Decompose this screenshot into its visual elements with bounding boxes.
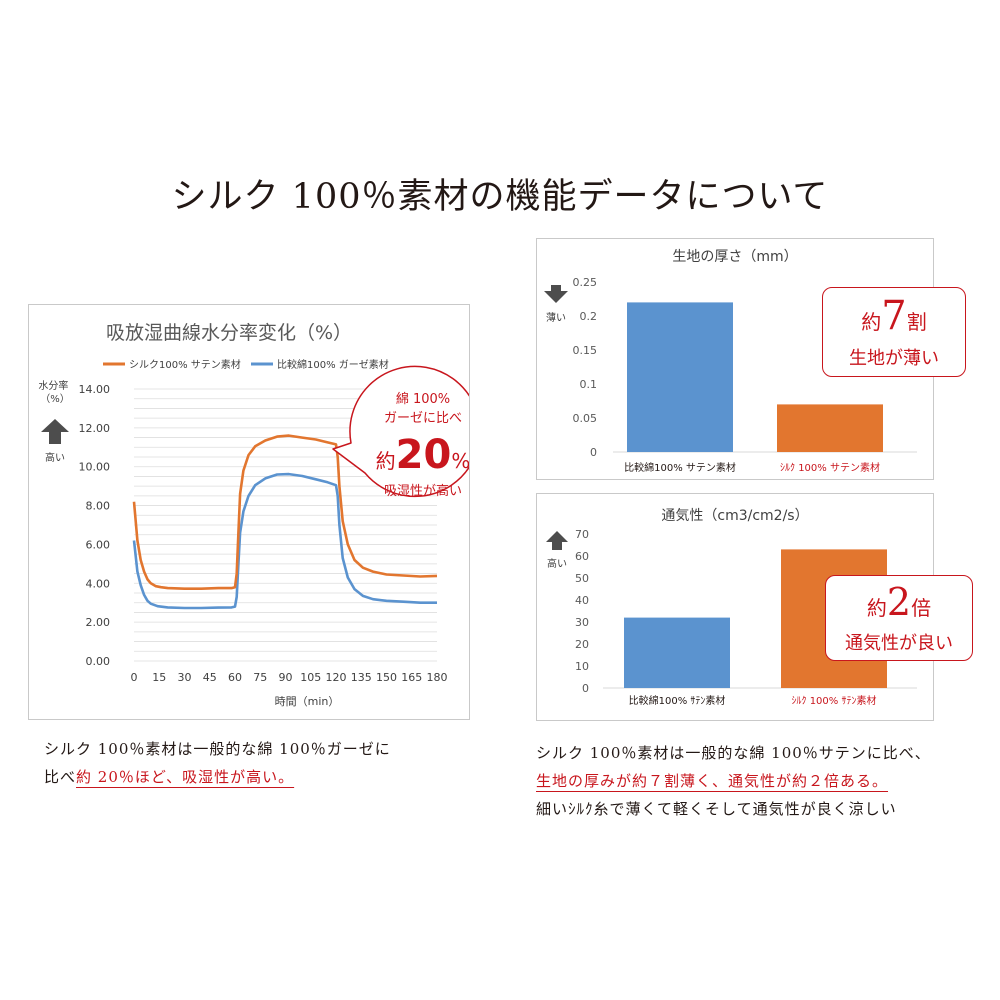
y-tick-label: 0.25: [573, 276, 598, 289]
y-tick-label: 70: [575, 528, 589, 541]
page-title: シルク 100％素材の機能データについて: [171, 177, 829, 217]
callout-prefix: 約: [866, 596, 887, 620]
breathability-callout: 約2倍 通気性が良い: [825, 575, 973, 661]
y-axis-label-line1: 水分率: [38, 379, 68, 392]
x-tick-label: 60: [228, 671, 242, 684]
x-tick-label: 135: [351, 671, 372, 684]
callout-number: 7: [881, 293, 907, 339]
left-caption-plain: 比べ: [44, 768, 77, 786]
legend-label-silk: シルク100% サテン素材: [129, 358, 241, 371]
x-tick-label: 105: [300, 671, 321, 684]
x-tick-label: 150: [376, 671, 397, 684]
thickness-bar-chart: 生地の厚さ（mm） 薄い 0 0.05 0.1 0.15 0.2 0.25 比較綿100%…: [544, 249, 917, 474]
y-tick-labels: 0 10 20 30 40 50 60 70: [575, 528, 589, 695]
legend-label-cotton: 比較綿100% ガーゼ素材: [277, 358, 389, 371]
thickness-callout: 約7割 生地が薄い: [822, 287, 966, 377]
moisture-chart-title: 吸放湿曲線水分率変化（%）: [106, 322, 352, 344]
right-caption-line3: 細いｼﾙｸ糸で薄くて軽くそして通気性が良く涼しい: [536, 800, 897, 818]
callout-unit: %: [451, 449, 469, 473]
legend: シルク100% サテン素材 比較綿100% ガーゼ素材: [103, 358, 389, 371]
thickness-chart-title: 生地の厚さ（mm）: [672, 249, 797, 265]
callout-number: 2: [886, 580, 912, 624]
callout-line2: 生地が薄い: [849, 348, 939, 369]
x-tick-label: 120: [326, 671, 347, 684]
callout-line2: 通気性が良い: [845, 633, 953, 654]
y-tick-label: 2.00: [86, 616, 111, 629]
y-tick-label: 0.2: [580, 310, 598, 323]
y-tick-label: 10: [575, 660, 589, 673]
callout-suffix: 割: [906, 310, 927, 334]
x-tick-label: 30: [178, 671, 192, 684]
y-tick-label: 40: [575, 594, 589, 607]
y-tick-label: 14.00: [79, 383, 111, 396]
y-axis-note: 薄い: [546, 311, 566, 324]
bar: [624, 617, 730, 688]
y-tick-label: 50: [575, 572, 589, 585]
x-tick-label: 0: [131, 671, 138, 684]
moisture-line-chart: 吸放湿曲線水分率変化（%） シルク100% サテン素材 比較綿100% ガーゼ素…: [38, 322, 481, 708]
x-category-labels: 比較綿100% サテン素材 ｼﾙｸ 100% サテン素材: [624, 461, 880, 474]
y-tick-label: 0.15: [573, 344, 598, 357]
bar: [777, 404, 883, 452]
right-caption: シルク 100％素材は一般的な綿 100％サテンに比べ、 生地の厚みが約７割薄く…: [536, 739, 976, 823]
x-tick-label: 15: [152, 671, 166, 684]
callout-line4: 吸湿性が高い: [384, 483, 462, 499]
y-tick-label: 20: [575, 638, 589, 651]
callout-line1: 綿 100%: [396, 392, 450, 407]
y-tick-label: 4.00: [86, 577, 111, 590]
left-caption-line2: 比べ約 20％ほど、吸湿性が高い。: [44, 763, 494, 791]
series-line: [132, 434, 438, 590]
left-caption-line1: シルク 100％素材は一般的な綿 100％ガーゼに: [44, 740, 391, 758]
right-caption-line1: シルク 100％素材は一般的な綿 100％サテンに比べ、: [536, 744, 931, 762]
x-tick-label: 90: [279, 671, 293, 684]
y-tick-label: 0.00: [86, 655, 111, 668]
x-category-label: 比較綿100% サテン素材: [624, 461, 736, 474]
x-tick-label: 75: [253, 671, 267, 684]
y-tick-label: 60: [575, 550, 589, 563]
callout-line2: ガーゼに比べ: [384, 411, 462, 426]
callout-suffix: 倍: [911, 596, 932, 620]
x-tick-label: 45: [203, 671, 217, 684]
y-tick-label: 0.05: [573, 412, 598, 425]
y-tick-label: 8.00: [86, 500, 111, 513]
left-caption: シルク 100％素材は一般的な綿 100％ガーゼに 比べ約 20％ほど、吸湿性が…: [44, 735, 494, 791]
x-category-label: ｼﾙｸ 100% サテン素材: [780, 461, 880, 474]
x-category-labels: 比較綿100% ｻﾃﾝ素材 ｼﾙｸ 100% ｻﾃﾝ素材: [629, 694, 877, 707]
y-tick-labels: 0 0.05 0.1 0.15 0.2 0.25: [573, 276, 598, 459]
up-arrow-icon: [41, 419, 69, 444]
y-tick-label: 0: [582, 682, 589, 695]
series-lines: [132, 434, 438, 610]
y-axis-note: 高い: [45, 451, 65, 464]
bars: [627, 302, 883, 452]
bar: [627, 302, 733, 452]
callout-value: 約20%: [376, 432, 469, 478]
x-tick-labels: 0 15 30 45 60 75 90 105 120 135 150 165 180: [131, 671, 448, 684]
y-tick-label: 0: [590, 446, 597, 459]
breathability-chart-title: 通気性（cm3/cm2/s）: [661, 508, 808, 524]
y-tick-label: 30: [575, 616, 589, 629]
x-tick-label: 180: [427, 671, 448, 684]
x-axis-label: 時間（min）: [275, 695, 340, 708]
y-tick-label: 6.00: [86, 538, 111, 551]
x-category-label: 比較綿100% ｻﾃﾝ素材: [629, 694, 726, 707]
y-tick-labels: 0.00 2.00 4.00 6.00 8.00 10.00 12.00 14.00: [79, 383, 111, 668]
x-category-label: ｼﾙｸ 100% ｻﾃﾝ素材: [792, 694, 877, 707]
callout-prefix: 約: [861, 310, 882, 334]
moisture-chart-panel: 吸放湿曲線水分率変化（%） シルク100% サテン素材 比較綿100% ガーゼ素…: [28, 304, 481, 720]
series-line: [132, 472, 437, 610]
x-tick-label: 165: [401, 671, 422, 684]
y-tick-label: 12.00: [79, 422, 111, 435]
y-axis-label-line2: （%）: [40, 393, 70, 405]
left-caption-highlight: 約 20％ほど、吸湿性が高い。: [76, 768, 295, 786]
y-tick-label: 10.00: [79, 461, 111, 474]
right-caption-highlight: 生地の厚みが約７割薄く、通気性が約２倍ある。: [536, 772, 889, 790]
moisture-callout: 綿 100% ガーゼに比べ 約20% 吸湿性が高い: [332, 365, 481, 499]
down-arrow-icon: [544, 285, 568, 303]
callout-number: 20: [396, 432, 452, 478]
callout-prefix: 約: [376, 449, 396, 473]
y-axis-note: 高い: [547, 557, 567, 570]
y-axis-label: 水分率 （%）: [38, 379, 71, 405]
y-tick-label: 0.1: [580, 378, 598, 391]
up-arrow-icon: [546, 531, 568, 550]
